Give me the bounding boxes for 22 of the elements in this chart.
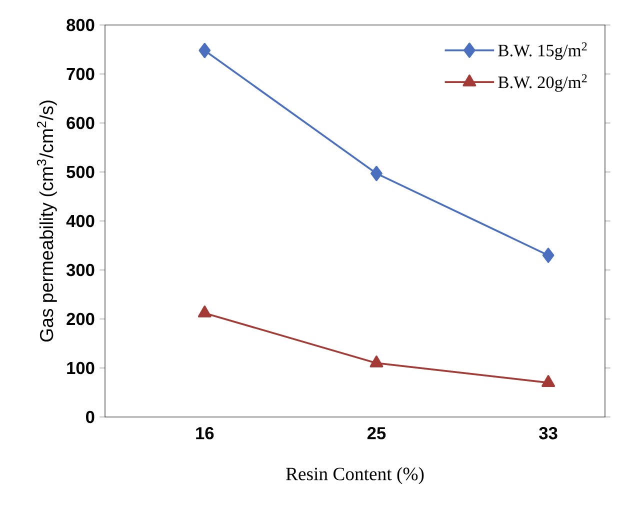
point — [198, 306, 212, 318]
y-tick-label: 700 — [66, 68, 94, 80]
y-tick-label: 500 — [66, 166, 94, 178]
x-axis-title: Resin Content (%) — [286, 467, 424, 484]
y-tick-label: 100 — [67, 362, 94, 374]
y-tick-label: 600 — [66, 116, 94, 130]
point — [542, 375, 555, 387]
y-tick-label: 400 — [66, 214, 94, 228]
point — [370, 355, 384, 368]
y-axis-title: Gas permeability (cm$^{3}$/cm$^{2}$/s) — [36, 100, 57, 342]
point — [198, 42, 211, 58]
legend-label: B.W. 15g/m$^{2}$ — [498, 42, 587, 60]
point — [370, 166, 382, 182]
x-tick-label: 16 — [196, 427, 214, 440]
y-tick-label: 800 — [66, 18, 94, 32]
y-tick-label: 200 — [66, 312, 94, 326]
y-tick-label: 0 — [86, 410, 94, 424]
point — [542, 248, 554, 263]
x-tick-label: 33 — [539, 427, 558, 440]
legend-label: B.W. 20g/m$^{2}$ — [498, 74, 587, 92]
y-tick-label: 300 — [66, 264, 94, 276]
x-tick-label: 25 — [367, 427, 386, 440]
